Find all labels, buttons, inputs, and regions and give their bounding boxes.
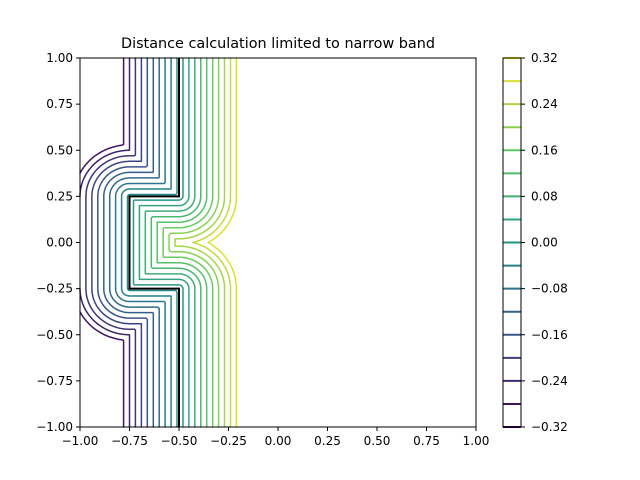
contour-line (85, 57, 137, 428)
colorbar-tick-label: −0.24 (531, 374, 568, 388)
contour-line (79, 57, 125, 428)
chart-title: Distance calculation limited to narrow b… (121, 36, 435, 52)
contour-line (103, 57, 155, 428)
contour-line (144, 57, 196, 428)
contour-line (120, 57, 172, 428)
y-tick-label: −0.50 (36, 328, 73, 342)
contour-line (162, 57, 214, 428)
y-tick-label: −0.75 (36, 374, 73, 388)
contour-line (168, 57, 220, 428)
y-tick-label: −1.00 (36, 420, 73, 434)
y-tick-label: 0.75 (46, 97, 73, 111)
y-tick-label: −0.25 (36, 282, 73, 296)
contour-line (174, 57, 226, 428)
contour-line (150, 57, 202, 428)
colorbar-tick-label: −0.08 (531, 282, 568, 296)
contour-line (79, 57, 131, 428)
y-tick-label: 0.50 (46, 143, 73, 157)
x-tick-label: 0.00 (265, 434, 292, 448)
contour-line (91, 57, 143, 428)
zero-contour-line (128, 58, 180, 427)
colorbar-tick-label: 0.32 (531, 51, 558, 65)
contour-line (207, 57, 238, 428)
contour-line (192, 57, 232, 428)
contour-line (126, 57, 178, 428)
x-axis: −1.00 −0.75 −0.50 −0.25 0.00 0.25 0.50 0.75 1.00 (62, 427, 490, 448)
contour-line (156, 57, 208, 428)
y-tick-label: 0.00 (46, 236, 73, 250)
colorbar-tick-label: 0.16 (531, 143, 558, 157)
x-tick-label: 1.00 (463, 434, 490, 448)
y-tick-label: 1.00 (46, 51, 73, 65)
colorbar: −0.32 −0.24 −0.16 −0.08 0.00 0.08 0.16 0.24 0.32 (502, 51, 568, 434)
colorbar-tick-label: −0.16 (531, 328, 568, 342)
y-axis: −1.00 −0.75 −0.50 −0.25 0.00 0.25 0.50 0.75 1.00 (36, 51, 80, 434)
colorbar-tick-label: 0.08 (531, 189, 558, 203)
x-tick-label: −0.25 (210, 434, 247, 448)
x-tick-label: −1.00 (62, 434, 99, 448)
colorbar-tick-label: −0.32 (531, 420, 568, 434)
x-tick-label: 0.50 (364, 434, 391, 448)
contour-line (138, 57, 190, 428)
y-tick-label: 0.25 (46, 189, 73, 203)
contour-line (108, 57, 160, 428)
contour-line (132, 57, 184, 428)
x-tick-label: 0.25 (314, 434, 341, 448)
contour-line (114, 57, 166, 428)
colorbar-tick-label: 0.00 (531, 236, 558, 250)
x-tick-label: −0.75 (111, 434, 148, 448)
contour-lines (79, 57, 238, 428)
colorbar-tick-label: 0.24 (531, 97, 558, 111)
x-tick-label: −0.50 (161, 434, 198, 448)
contour-line (97, 57, 149, 428)
x-tick-label: 0.75 (413, 434, 440, 448)
